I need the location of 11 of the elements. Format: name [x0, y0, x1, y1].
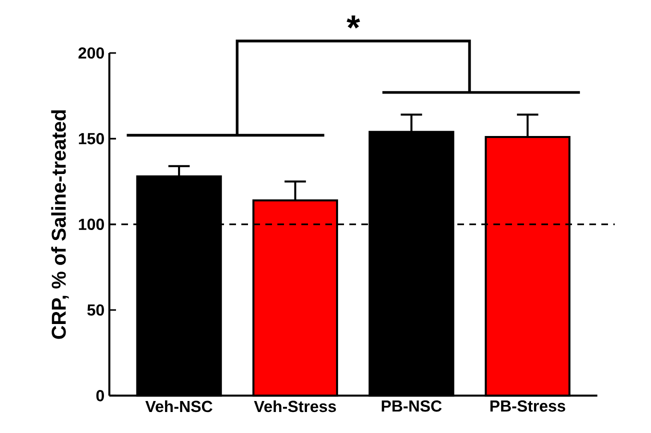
y-tick-label: 100 [78, 218, 104, 230]
x-tick-label: Veh-NSC [145, 400, 212, 412]
y-tick-label: 200 [78, 47, 104, 59]
x-tick-label: Veh-Stress [254, 400, 336, 412]
x-tick-label: PB-Stress [490, 400, 566, 412]
y-axis-title: CRP, % of Saline-treated [51, 110, 69, 339]
x-tick-label: PB-NSC [382, 400, 442, 412]
y-tick-label: 0 [96, 390, 104, 402]
y-tick-label: 150 [78, 133, 104, 144]
text: * [346, 16, 360, 28]
y-tick-label: 50 [87, 304, 104, 316]
